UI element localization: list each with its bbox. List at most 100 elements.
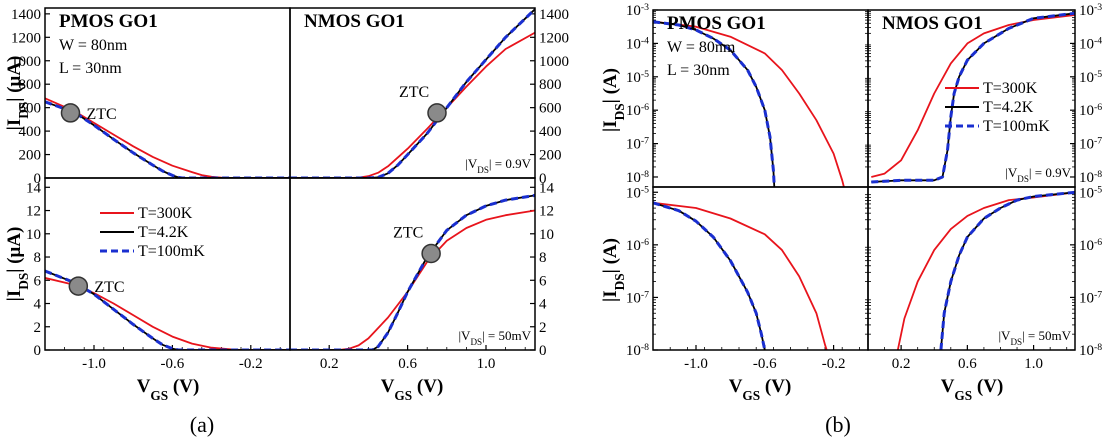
ytick-label: 8 bbox=[34, 250, 42, 266]
series-line-T4K bbox=[940, 191, 1075, 350]
ytick-label: 10-5 bbox=[626, 68, 649, 86]
series-line-T100mK bbox=[653, 20, 776, 187]
ztc-marker bbox=[421, 243, 441, 264]
figure-caption: (b) bbox=[825, 412, 851, 437]
series-line-T4K bbox=[653, 201, 766, 350]
ytick-label: 1200 bbox=[11, 30, 41, 46]
ytick-label: 200 bbox=[19, 148, 42, 164]
y-axis-label: |IDS| (A) bbox=[600, 238, 627, 302]
ytick-label: 10-7 bbox=[1079, 135, 1102, 153]
vds-label: |VDS| = 50mV bbox=[458, 328, 531, 347]
xtick-label: -0.6 bbox=[161, 356, 185, 372]
legend-label: T=4.2K bbox=[983, 99, 1034, 116]
xtick-label: 0.2 bbox=[892, 356, 911, 372]
ytick-label: 400 bbox=[19, 124, 42, 140]
ytick-label: 800 bbox=[19, 77, 42, 93]
series-line-T4K bbox=[290, 194, 535, 350]
ytick-label: 10-6 bbox=[1079, 102, 1102, 120]
panel-note: L = 30nm bbox=[59, 60, 122, 77]
ytick-label: 0 bbox=[34, 171, 42, 187]
panel-bl: 10-8 10-7 10-6 10-5 -1.0 -0.6 -0.2 bbox=[626, 184, 869, 372]
legend: T=300K T=4.2K T=100mK bbox=[100, 205, 205, 260]
series-group bbox=[653, 20, 845, 187]
ytick-label: 1400 bbox=[539, 7, 569, 23]
panel-note: L = 30nm bbox=[667, 62, 730, 79]
xtick-label: 0.6 bbox=[958, 356, 977, 372]
ytick-label: 1400 bbox=[11, 7, 41, 23]
panel-frame bbox=[44, 177, 291, 351]
series-line-T300K bbox=[653, 201, 828, 350]
legend: T=300K T=4.2K T=100mK bbox=[945, 80, 1050, 135]
ytick-label: 600 bbox=[539, 101, 562, 117]
xtick-label: -0.6 bbox=[753, 356, 777, 372]
ytick-label: 6 bbox=[539, 273, 547, 289]
series-line-T100mK bbox=[653, 201, 767, 350]
panel-frame bbox=[44, 7, 291, 179]
ytick-label: 0 bbox=[539, 343, 547, 359]
vds-label: |VDS| = 0.9V bbox=[1005, 165, 1071, 184]
ztc-label: ZTC bbox=[94, 279, 124, 296]
series-line-T4K bbox=[45, 100, 290, 178]
xtick-label: 0.6 bbox=[398, 356, 417, 372]
ytick-label: 1000 bbox=[539, 54, 569, 70]
legend-label: T=300K bbox=[138, 205, 193, 222]
x-axis-label: VGS (V) bbox=[941, 376, 1004, 403]
series-line-T300K bbox=[653, 20, 845, 187]
panel-tl: 10-8 10-7 10-6 10-5 10-4 10-3 PMOS GO1 W = 80nm… bbox=[626, 2, 869, 188]
ytick-label: 4 bbox=[539, 297, 547, 313]
ytick-label: 4 bbox=[34, 297, 42, 313]
ztc-label: ZTC bbox=[399, 84, 429, 101]
x-axis-label: VGS (V) bbox=[729, 376, 792, 403]
legend-label: T=4.2K bbox=[138, 224, 189, 241]
ytick-label: 0 bbox=[34, 343, 42, 359]
ytick-label: 10-8 bbox=[626, 168, 649, 186]
panel-frame bbox=[289, 177, 536, 351]
ytick-label: 10-6 bbox=[626, 102, 649, 120]
ytick-label: 6 bbox=[34, 273, 42, 289]
ytick-label: 10-5 bbox=[1079, 184, 1102, 202]
ytick-label: 12 bbox=[539, 204, 554, 220]
panel-title: NMOS GO1 bbox=[304, 11, 405, 32]
figure-caption: (a) bbox=[190, 412, 214, 437]
panel-tl: 0 200 400 600 800 1000 1200 1400 ZTC PMOS GO1 W = … bbox=[11, 7, 291, 187]
panel-note: W = 80nm bbox=[59, 37, 128, 54]
xtick-label: -0.2 bbox=[822, 356, 846, 372]
ytick-label: 10-8 bbox=[626, 342, 649, 360]
panel-br: 0 2 4 6 8 10 12 14 0.2 0.6 1.0 ZTC |VDS| = 50mV bbox=[289, 177, 555, 372]
ztc-marker bbox=[60, 103, 81, 123]
ytick-label: 10-6 bbox=[1079, 236, 1102, 254]
x-axis-label: VGS (V) bbox=[381, 376, 444, 403]
y-axis-label: |IDS| (A) bbox=[600, 68, 627, 132]
xtick-label: 0.2 bbox=[320, 356, 339, 372]
ytick-label: 10-7 bbox=[626, 289, 649, 307]
ytick-label: 10-6 bbox=[626, 236, 649, 254]
panel-note: W = 80nm bbox=[667, 39, 736, 56]
y-axis-label: |IDS| (μA) bbox=[4, 227, 31, 302]
ztc-marker bbox=[427, 103, 447, 123]
ytick-label: 10-8 bbox=[1079, 342, 1102, 360]
ytick-label: 10-7 bbox=[1079, 289, 1102, 307]
ytick-label: 1000 bbox=[11, 54, 41, 70]
ytick-label: 10-5 bbox=[626, 184, 649, 202]
series-group bbox=[896, 190, 1075, 350]
panel-title: PMOS GO1 bbox=[667, 13, 766, 34]
legend-label: T=100mK bbox=[138, 243, 205, 260]
x-axis-label: VGS (V) bbox=[137, 376, 200, 403]
figure-b: 10-8 10-7 10-6 10-5 10-4 10-3 PMOS GO1 W = 80nm… bbox=[600, 2, 1102, 438]
ytick-label: 10 bbox=[539, 227, 554, 243]
ytick-label: 10-3 bbox=[1079, 2, 1102, 20]
ytick-label: 14 bbox=[539, 180, 555, 196]
series-group bbox=[45, 97, 290, 178]
ytick-label: 200 bbox=[539, 148, 562, 164]
series-line-T300K bbox=[45, 97, 290, 178]
ytick-label: 400 bbox=[539, 124, 562, 140]
ytick-label: 10-3 bbox=[626, 2, 649, 20]
ytick-label: 10-4 bbox=[626, 35, 649, 53]
ytick-label: 14 bbox=[26, 180, 42, 196]
series-line-T100mK bbox=[871, 11, 1075, 184]
panel-tr: 10-8 10-7 10-6 10-5 10-4 10-3 NMOS GO1 |VDS| = … bbox=[867, 2, 1102, 188]
legend-label: T=100mK bbox=[983, 118, 1050, 135]
legend-label: T=300K bbox=[983, 80, 1038, 97]
